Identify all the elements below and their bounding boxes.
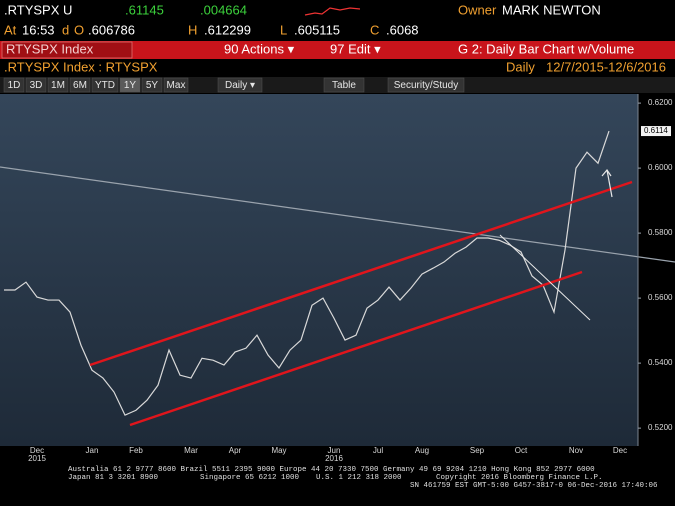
- toolbar-button[interactable]: [91, 77, 119, 93]
- toolbar-label: Daily ▾: [225, 80, 255, 91]
- toolbar-button[interactable]: [163, 77, 189, 93]
- toolbar-button[interactable]: [323, 77, 365, 93]
- footer-line: U.S. 1 212 318 2000: [316, 474, 402, 482]
- toolbar-button[interactable]: [387, 77, 465, 93]
- last-price: .61145: [125, 2, 164, 17]
- x-tick-label: Mar: [184, 446, 198, 455]
- x-tick-label: Dec: [613, 446, 627, 455]
- y-tick-label: 0.5200: [648, 423, 673, 432]
- security-box[interactable]: [1, 41, 133, 59]
- date-range: 12/7/2015-12/6/2016: [546, 59, 666, 74]
- open: .606786: [88, 22, 135, 37]
- x-tick-label: Oct: [515, 446, 528, 455]
- toolbar-label: Max: [167, 80, 186, 91]
- footer-line: Japan 81 3 3201 8900: [68, 474, 159, 482]
- y-tick-label: 0.6200: [648, 98, 673, 107]
- x-tick-label: Dec: [30, 446, 44, 455]
- y-tick-label: 0.5600: [648, 293, 673, 302]
- channel-upper: [89, 180, 633, 367]
- close: .6068: [386, 22, 419, 37]
- security-subtitle: .RTYSPX Index : RTYSPX: [4, 59, 158, 74]
- d-label: d: [62, 22, 69, 37]
- low-label: L: [280, 22, 287, 37]
- x-tick-label: Aug: [415, 446, 429, 455]
- drawn-arrow-head: [601, 168, 612, 177]
- last-price-tag: [641, 126, 671, 137]
- toolbar-button[interactable]: [217, 77, 263, 93]
- x-tick-label: Nov: [569, 446, 583, 455]
- at-label: At: [4, 22, 17, 37]
- drawn-line: [499, 234, 591, 321]
- sparkline: [304, 7, 361, 16]
- edit-menu[interactable]: 97 Edit ▾: [330, 41, 381, 56]
- toolbar-label: Security/Study: [394, 80, 458, 91]
- trendline: [0, 166, 675, 263]
- x-year-label: 2016: [325, 454, 343, 463]
- channel-lower: [129, 270, 583, 427]
- footer-line: Singapore 65 6212 1000: [200, 474, 300, 482]
- y-tick-label: 0.6000: [648, 163, 673, 172]
- time: 16:53: [22, 22, 55, 37]
- plot-area: [0, 94, 638, 446]
- toolbar-button[interactable]: [25, 77, 47, 93]
- x-tick-label: Feb: [129, 446, 143, 455]
- actions-menu[interactable]: 90 Actions ▾: [224, 41, 295, 56]
- x-tick-label: Jun: [328, 446, 341, 455]
- x-tick-label: May: [271, 446, 286, 455]
- high-label: H: [188, 22, 197, 37]
- owner: MARK NEWTON: [502, 2, 601, 17]
- toolbar-label: 1M: [51, 80, 65, 91]
- toolbar-label: 3D: [30, 80, 43, 91]
- x-tick-label: Jul: [373, 446, 383, 455]
- toolbar-button[interactable]: [47, 77, 69, 93]
- toolbar-label: 1Y: [124, 80, 137, 91]
- toolbar-button[interactable]: [3, 77, 25, 93]
- toolbar-label: 1D: [8, 80, 21, 91]
- security: RTYSPX Index: [6, 41, 94, 56]
- ticker: .RTYSPX U: [4, 2, 72, 17]
- toolbar-label: 6M: [73, 80, 87, 91]
- period: Daily: [506, 59, 535, 74]
- function-title: G 2: Daily Bar Chart w/Volume: [458, 41, 634, 56]
- last-price-tag-label: 0.6114: [644, 126, 668, 135]
- menu-bar: [0, 41, 675, 59]
- toolbar-button[interactable]: [119, 77, 141, 93]
- x-year-label: 2015: [28, 454, 46, 463]
- toolbar-label: Table: [332, 80, 356, 91]
- low: .605115: [294, 22, 340, 37]
- net-change: .004664: [200, 2, 247, 17]
- y-tick-label: 0.5400: [648, 358, 673, 367]
- footer-line: SN 461759 EST GMT-5:00 G457-3817-0 06-De…: [410, 482, 658, 490]
- owner-label: Owner: [458, 2, 497, 17]
- footer-line: Australia 61 2 9777 8600 Brazil 5511 239…: [68, 466, 595, 474]
- x-tick-label: Sep: [470, 446, 485, 455]
- open-label: O: [74, 22, 84, 37]
- y-tick-label: 0.5800: [648, 228, 673, 237]
- toolbar-button[interactable]: [141, 77, 163, 93]
- toolbar-label: YTD: [95, 80, 115, 91]
- toolbar: 1D 3D 1M 6M YTD 1Y 5Y Max Daily ▾ Table Security/S…: [0, 77, 675, 93]
- toolbar-button[interactable]: [69, 77, 91, 93]
- high: .612299: [204, 22, 251, 37]
- toolbar-label: 5Y: [146, 80, 159, 91]
- close-label: C: [370, 22, 379, 37]
- footer-line: Copyright 2016 Bloomberg Finance L.P.: [436, 474, 603, 482]
- x-tick-label: Jan: [86, 446, 99, 455]
- x-tick-label: Apr: [229, 446, 242, 455]
- price-line: [4, 130, 610, 416]
- drawn-arrow: [606, 169, 613, 198]
